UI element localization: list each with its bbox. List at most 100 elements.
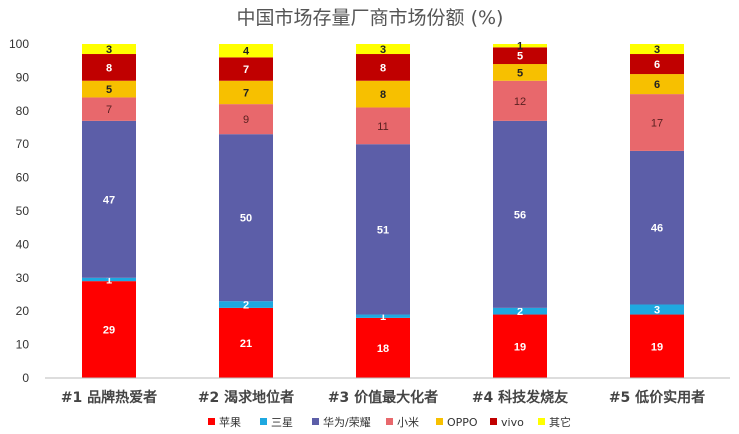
- bar-segment: [219, 57, 273, 81]
- bar-segment: [356, 317, 410, 378]
- data-label: 29: [103, 325, 115, 337]
- bar-segment: [82, 80, 136, 98]
- bar-segment: [630, 150, 684, 305]
- y-tick-label: 70: [16, 137, 30, 151]
- bar-segment: [493, 307, 547, 315]
- legend-swatch: [312, 418, 319, 425]
- bar-segment: [630, 44, 684, 55]
- x-tick-label: #3 价值最大化者: [328, 389, 438, 406]
- data-label: 3: [654, 305, 660, 317]
- legend-swatch: [260, 418, 267, 425]
- data-label: 6: [654, 79, 660, 91]
- legend-label: 小米: [397, 416, 419, 429]
- data-label: 3: [380, 44, 386, 56]
- data-label: 46: [651, 223, 663, 235]
- data-label: 5: [517, 51, 523, 63]
- bar-segment: [356, 144, 410, 315]
- chart-title: 中国市场存量厂商市场份额 (%): [237, 7, 504, 29]
- legend-label: 三星: [271, 416, 293, 429]
- data-label: 21: [240, 338, 252, 350]
- bar-segment: [82, 281, 136, 378]
- bar-segment: [356, 107, 410, 145]
- data-label: 3: [654, 44, 660, 56]
- y-tick-label: 20: [16, 304, 30, 318]
- data-label: 12: [514, 96, 526, 108]
- bar-segment: [356, 44, 410, 55]
- data-label: 7: [106, 104, 112, 116]
- legend-label: 华为/荣耀: [323, 415, 371, 429]
- plot-area: 2914775832125097741815111883192561255119…: [82, 41, 684, 378]
- data-label: 19: [651, 341, 663, 353]
- bar-segment: [219, 301, 273, 308]
- bar-segment: [630, 94, 684, 151]
- bar-segment: [219, 307, 273, 378]
- y-tick-label: 50: [16, 204, 30, 218]
- data-label: 2: [517, 306, 523, 318]
- data-label: 8: [380, 89, 386, 101]
- data-label: 11: [377, 121, 388, 133]
- y-tick-label: 0: [22, 371, 29, 385]
- bar-segment: [219, 44, 273, 58]
- data-label: 47: [103, 194, 115, 206]
- bar-segment: [356, 314, 410, 318]
- bar-segment: [630, 74, 684, 95]
- bar-segment: [219, 104, 273, 135]
- data-label: 5: [106, 84, 112, 96]
- legend-swatch: [436, 418, 443, 425]
- bar-segment: [82, 54, 136, 81]
- bar-segment: [82, 97, 136, 121]
- data-label: 7: [243, 64, 249, 76]
- y-tick-label: 90: [16, 70, 30, 84]
- data-label: 1: [106, 274, 112, 286]
- bar-segment: [82, 120, 136, 278]
- bar-segment: [219, 80, 273, 105]
- data-label: 8: [380, 62, 386, 74]
- y-tick-label: 60: [16, 171, 30, 185]
- bar-segment: [219, 134, 273, 302]
- legend-label: vivo: [501, 416, 524, 429]
- legend-swatch: [386, 418, 393, 425]
- legend-swatch: [208, 418, 215, 425]
- data-label: 9: [243, 114, 249, 126]
- bar-segment: [493, 64, 547, 81]
- y-axis: 0 10 20 30 40 50 60 70 80 90 100: [9, 37, 29, 385]
- legend-swatch: [538, 418, 545, 425]
- x-tick-label: #5 低价实用者: [609, 389, 705, 406]
- data-label: 3: [106, 44, 112, 56]
- data-label: 19: [514, 341, 526, 353]
- x-tick-label: #1 品牌热爱者: [61, 389, 157, 406]
- data-label: 7: [243, 87, 249, 99]
- bar-segment: [630, 54, 684, 75]
- data-label: 8: [106, 62, 112, 74]
- bar-segment: [493, 314, 547, 378]
- bar-segment: [493, 47, 547, 65]
- data-label: 18: [377, 343, 389, 355]
- data-label: 2: [243, 300, 249, 312]
- y-tick-label: 80: [16, 104, 30, 118]
- y-tick-label: 40: [16, 237, 30, 251]
- data-label: 56: [514, 209, 526, 221]
- legend: 苹果 三星 华为/荣耀 小米 OPPO vivo 其它: [208, 415, 571, 429]
- y-tick-label: 100: [9, 37, 29, 51]
- bar-segment: [630, 314, 684, 378]
- bar-segment: [82, 277, 136, 282]
- data-label: 50: [240, 213, 252, 225]
- y-tick-label: 10: [16, 338, 30, 352]
- data-label: 6: [654, 59, 660, 71]
- bar-segment: [356, 80, 410, 108]
- bar-segment: [493, 120, 547, 308]
- x-tick-label: #4 科技发烧友: [472, 389, 568, 406]
- x-axis: #1 品牌热爱者 #2 渴求地位者 #3 价值最大化者 #4 科技发烧友 #5 低价实用…: [61, 389, 705, 406]
- y-tick-label: 30: [16, 271, 30, 285]
- data-label: 17: [651, 117, 663, 129]
- bar-segment: [493, 80, 547, 121]
- data-label: 5: [517, 67, 523, 79]
- legend-label: OPPO: [447, 416, 478, 429]
- bar-segment: [493, 44, 547, 48]
- x-tick-label: #2 渴求地位者: [198, 389, 294, 406]
- data-label: 1: [380, 311, 386, 323]
- legend-swatch: [490, 418, 497, 425]
- data-label: 1: [517, 41, 523, 53]
- bar-segment: [356, 54, 410, 81]
